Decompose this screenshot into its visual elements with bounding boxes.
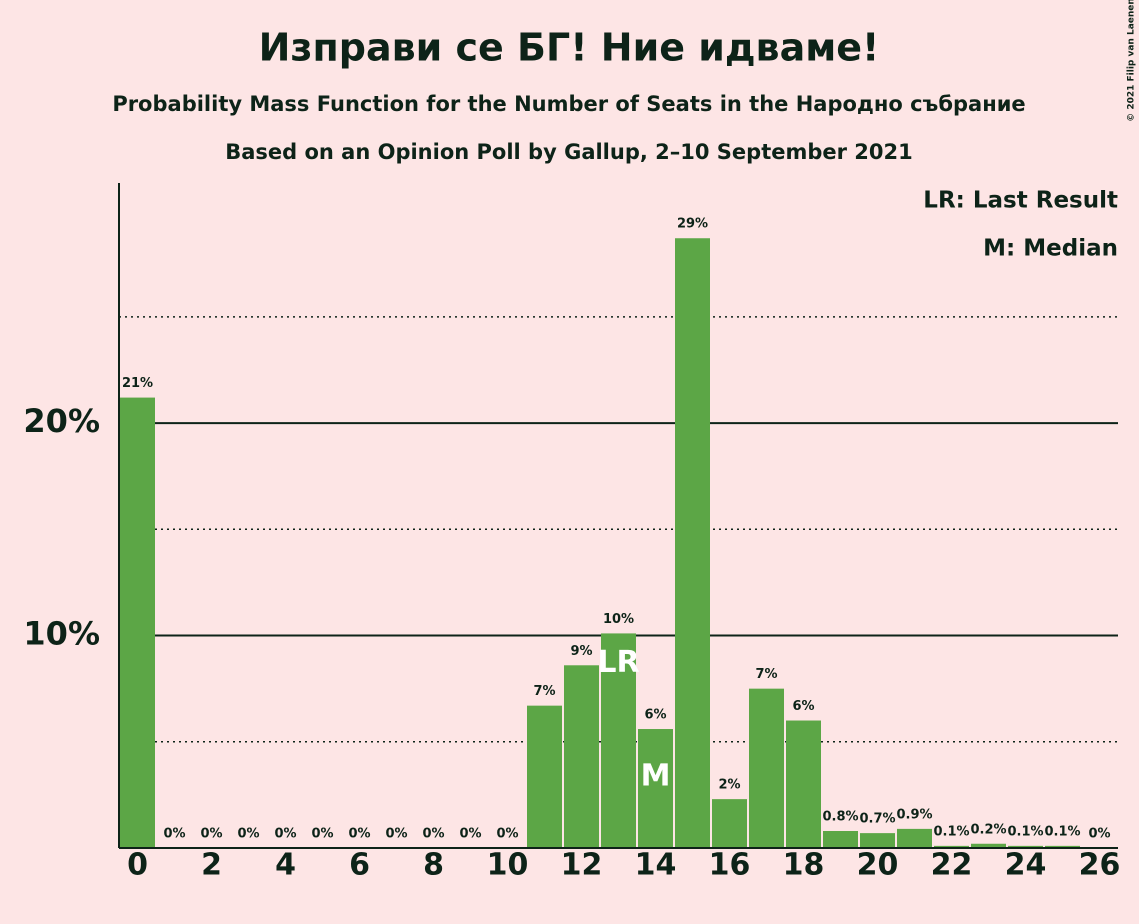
bar <box>1045 845 1080 848</box>
value-label: 0.7% <box>859 812 895 827</box>
value-label: 0% <box>237 827 259 842</box>
x-tick-label: 12 <box>561 848 603 883</box>
bar <box>638 729 673 848</box>
value-label: 0% <box>1088 827 1110 842</box>
value-label: 0% <box>274 827 296 842</box>
bar <box>823 831 858 848</box>
x-tick-label: 20 <box>857 848 899 883</box>
value-label: 0.1% <box>1007 824 1043 839</box>
y-tick-label: 20% <box>23 402 100 440</box>
annotation: M <box>641 759 671 794</box>
x-tick-label: 4 <box>275 848 296 883</box>
bar <box>712 799 747 848</box>
bar <box>934 845 969 848</box>
value-label: 9% <box>570 644 592 659</box>
value-label: 0.2% <box>970 822 1006 837</box>
x-tick-label: 2 <box>201 848 222 883</box>
x-tick-label: 22 <box>931 848 973 883</box>
value-label: 7% <box>755 667 777 682</box>
x-tick-label: 0 <box>127 848 148 883</box>
x-tick-label: 6 <box>349 848 370 883</box>
annotation: LR <box>597 645 639 680</box>
value-label: 0% <box>200 827 222 842</box>
value-label: 0% <box>385 827 407 842</box>
value-label: 0% <box>163 827 185 842</box>
legend-entry: M: Median <box>983 236 1118 262</box>
x-tick-label: 26 <box>1079 848 1121 883</box>
value-label: 0.9% <box>896 807 932 822</box>
value-label: 21% <box>122 376 153 391</box>
bar <box>120 397 155 848</box>
bar <box>675 238 710 848</box>
value-label: 2% <box>718 778 740 793</box>
y-tick-label: 10% <box>23 615 100 653</box>
value-label: 0.1% <box>933 824 969 839</box>
value-label: 0% <box>459 827 481 842</box>
x-tick-label: 18 <box>783 848 825 883</box>
bar <box>971 843 1006 848</box>
bar <box>860 833 895 848</box>
bar <box>1008 845 1043 848</box>
value-label: 29% <box>677 217 708 232</box>
chart-title: Изправи се БГ! Ние идваме! <box>259 26 880 70</box>
copyright: © 2021 Filip van Laenen <box>1127 0 1137 122</box>
value-label: 0% <box>311 827 333 842</box>
value-label: 10% <box>603 612 634 627</box>
bar <box>601 633 636 848</box>
value-label: 6% <box>792 699 814 714</box>
x-tick-label: 16 <box>709 848 751 883</box>
value-label: 0% <box>496 827 518 842</box>
value-label: 0.1% <box>1044 824 1080 839</box>
bar <box>564 665 599 848</box>
bar <box>527 705 562 848</box>
value-label: 7% <box>533 684 555 699</box>
bar <box>897 828 932 848</box>
x-tick-label: 10 <box>487 848 529 883</box>
value-label: 0% <box>348 827 370 842</box>
chart-subtitle: Based on an Opinion Poll by Gallup, 2–10… <box>225 140 913 164</box>
x-tick-label: 8 <box>423 848 444 883</box>
bar <box>786 720 821 848</box>
value-label: 0% <box>422 827 444 842</box>
chart-subtitle: Probability Mass Function for the Number… <box>112 92 1025 116</box>
x-tick-label: 14 <box>635 848 677 883</box>
value-label: 6% <box>644 708 666 723</box>
legend-entry: LR: Last Result <box>923 188 1118 214</box>
x-tick-label: 24 <box>1005 848 1047 883</box>
value-label: 0.8% <box>822 810 858 825</box>
bar <box>749 688 784 848</box>
